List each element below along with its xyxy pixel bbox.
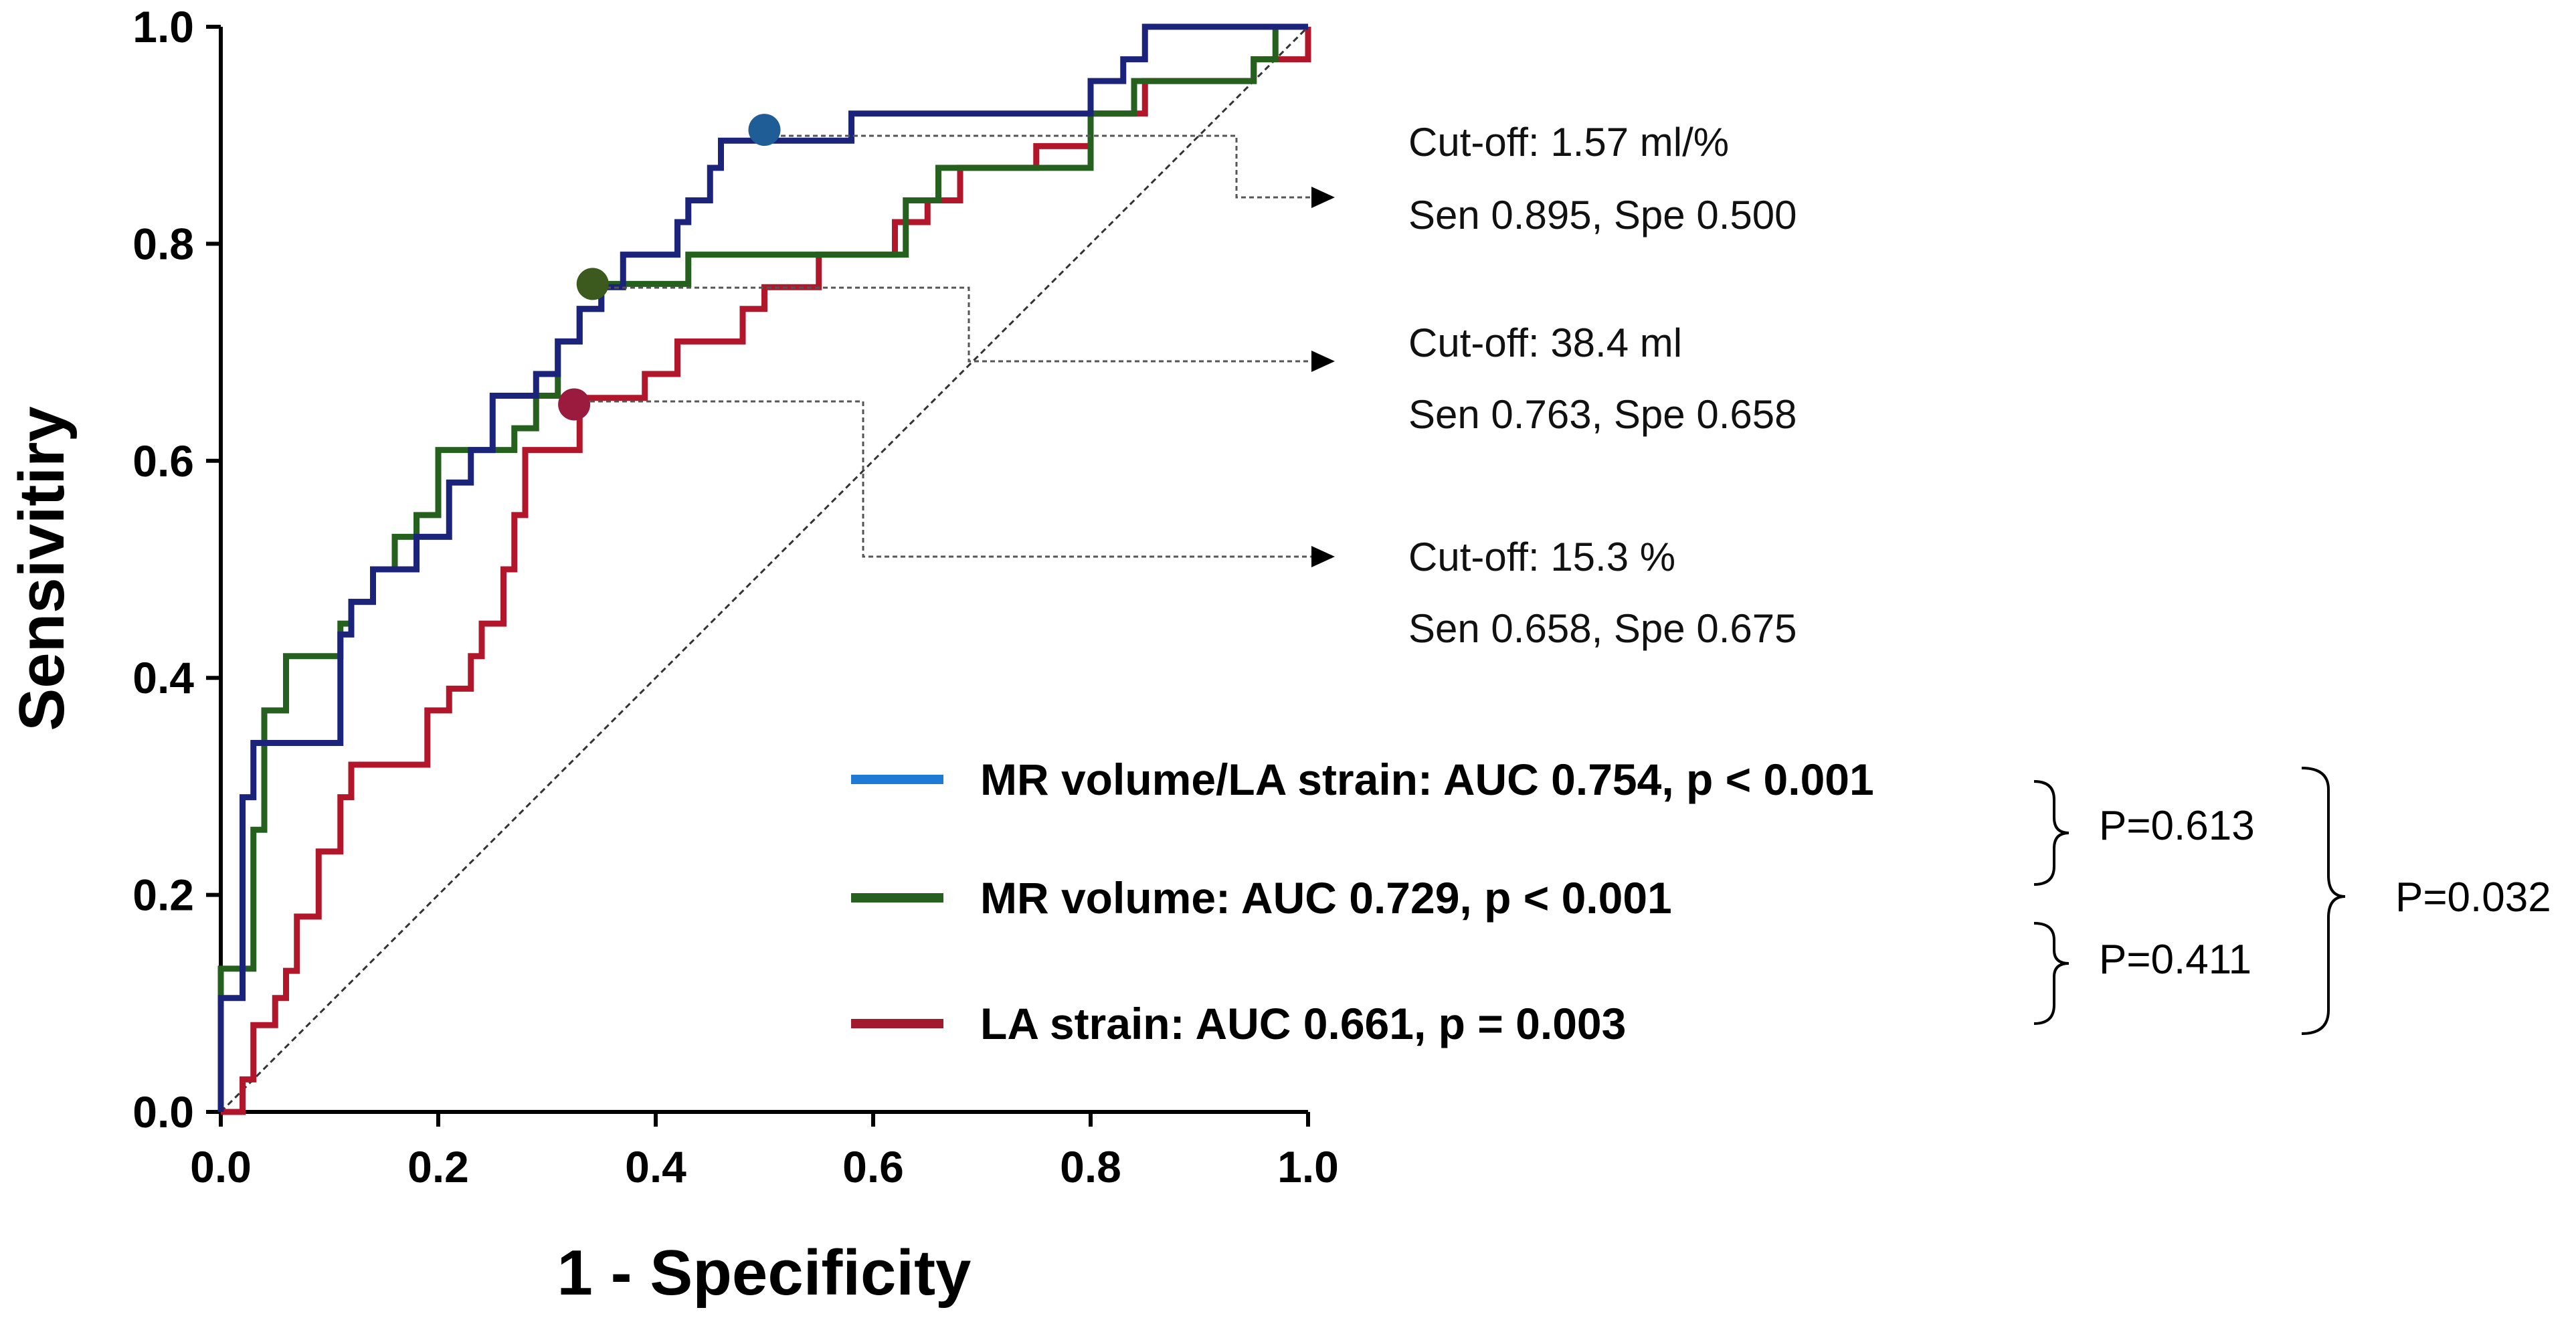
p-value-3: P=0.032 bbox=[2395, 874, 2551, 921]
y-tick-label: 0.2 bbox=[132, 870, 194, 920]
cutoff-annotation-3-line2: Sen 0.658, Spe 0.675 bbox=[1408, 606, 1797, 651]
x-ticks: 0.0 0.2 0.4 0.6 0.8 1.0 bbox=[190, 1112, 1339, 1192]
cutoff-annotation-1-line2: Sen 0.895, Spe 0.500 bbox=[1408, 193, 1797, 238]
reference-diagonal bbox=[219, 25, 1309, 1113]
cutoff-connectors bbox=[574, 134, 1315, 558]
x-tick-label: 0.0 bbox=[190, 1142, 252, 1192]
y-tick-label: 0.4 bbox=[132, 653, 194, 702]
legend-label-la-strain: LA strain: AUC 0.661, p = 0.003 bbox=[980, 999, 1626, 1048]
arrowhead-3 bbox=[1311, 546, 1335, 567]
comparison-brackets bbox=[2033, 767, 2346, 1035]
cutoff-points bbox=[558, 114, 781, 421]
cutoff-connector-2 bbox=[590, 286, 1315, 363]
cutoff-point-2 bbox=[576, 268, 609, 300]
cutoff-annotations: Cut-off: 1.57 ml/% Sen 0.895, Spe 0.500 … bbox=[1408, 120, 1797, 651]
cutoff-arrowheads bbox=[1311, 187, 1335, 567]
p-value-1: P=0.613 bbox=[2099, 803, 2255, 849]
x-tick-label: 1.0 bbox=[1277, 1142, 1339, 1192]
cutoff-point-1 bbox=[748, 114, 781, 147]
arrowhead-1 bbox=[1311, 187, 1335, 208]
x-tick-label: 0.8 bbox=[1060, 1142, 1121, 1192]
legend: MR volume/LA strain: AUC 0.754, p < 0.00… bbox=[851, 755, 1874, 1048]
cutoff-connector-3 bbox=[574, 400, 1315, 558]
cutoff-connector-1 bbox=[765, 134, 1315, 199]
cutoff-annotation-1-line1: Cut-off: 1.57 ml/% bbox=[1408, 120, 1729, 165]
y-tick-label: 0.0 bbox=[132, 1087, 194, 1137]
x-tick-label: 0.2 bbox=[407, 1142, 469, 1192]
legend-label-mr-volume: MR volume: AUC 0.729, p < 0.001 bbox=[980, 873, 1672, 923]
y-tick-label: 0.6 bbox=[132, 436, 194, 486]
y-tick-label: 0.8 bbox=[132, 219, 194, 268]
x-tick-label: 0.4 bbox=[625, 1142, 686, 1192]
series-layer bbox=[217, 23, 1311, 1115]
legend-label-mr-volume-la-strain: MR volume/LA strain: AUC 0.754, p < 0.00… bbox=[980, 755, 1874, 804]
bracket-2 bbox=[2033, 922, 2069, 1025]
arrowhead-2 bbox=[1311, 351, 1335, 372]
cutoff-point-3 bbox=[558, 388, 591, 421]
y-axis-title: Sensivitiry bbox=[6, 406, 78, 731]
y-ticks: 0.0 0.2 0.4 0.6 0.8 1.0 bbox=[132, 2, 221, 1137]
series-line-mr-volume-la-strain bbox=[217, 23, 1308, 1112]
bracket-3 bbox=[2301, 767, 2346, 1035]
cutoff-annotation-2-line1: Cut-off: 38.4 ml bbox=[1408, 320, 1682, 365]
x-tick-label: 0.6 bbox=[842, 1142, 904, 1192]
cutoff-annotation-3-line1: Cut-off: 15.3 % bbox=[1408, 535, 1675, 579]
series-line-mr-volume bbox=[217, 23, 1308, 1112]
y-tick-label: 1.0 bbox=[132, 2, 194, 52]
p-value-2: P=0.411 bbox=[2099, 937, 2251, 983]
bracket-1 bbox=[2033, 780, 2069, 886]
x-axis-title: 1 - Specificity bbox=[557, 1237, 972, 1309]
cutoff-annotation-2-line2: Sen 0.763, Spe 0.658 bbox=[1408, 392, 1797, 437]
